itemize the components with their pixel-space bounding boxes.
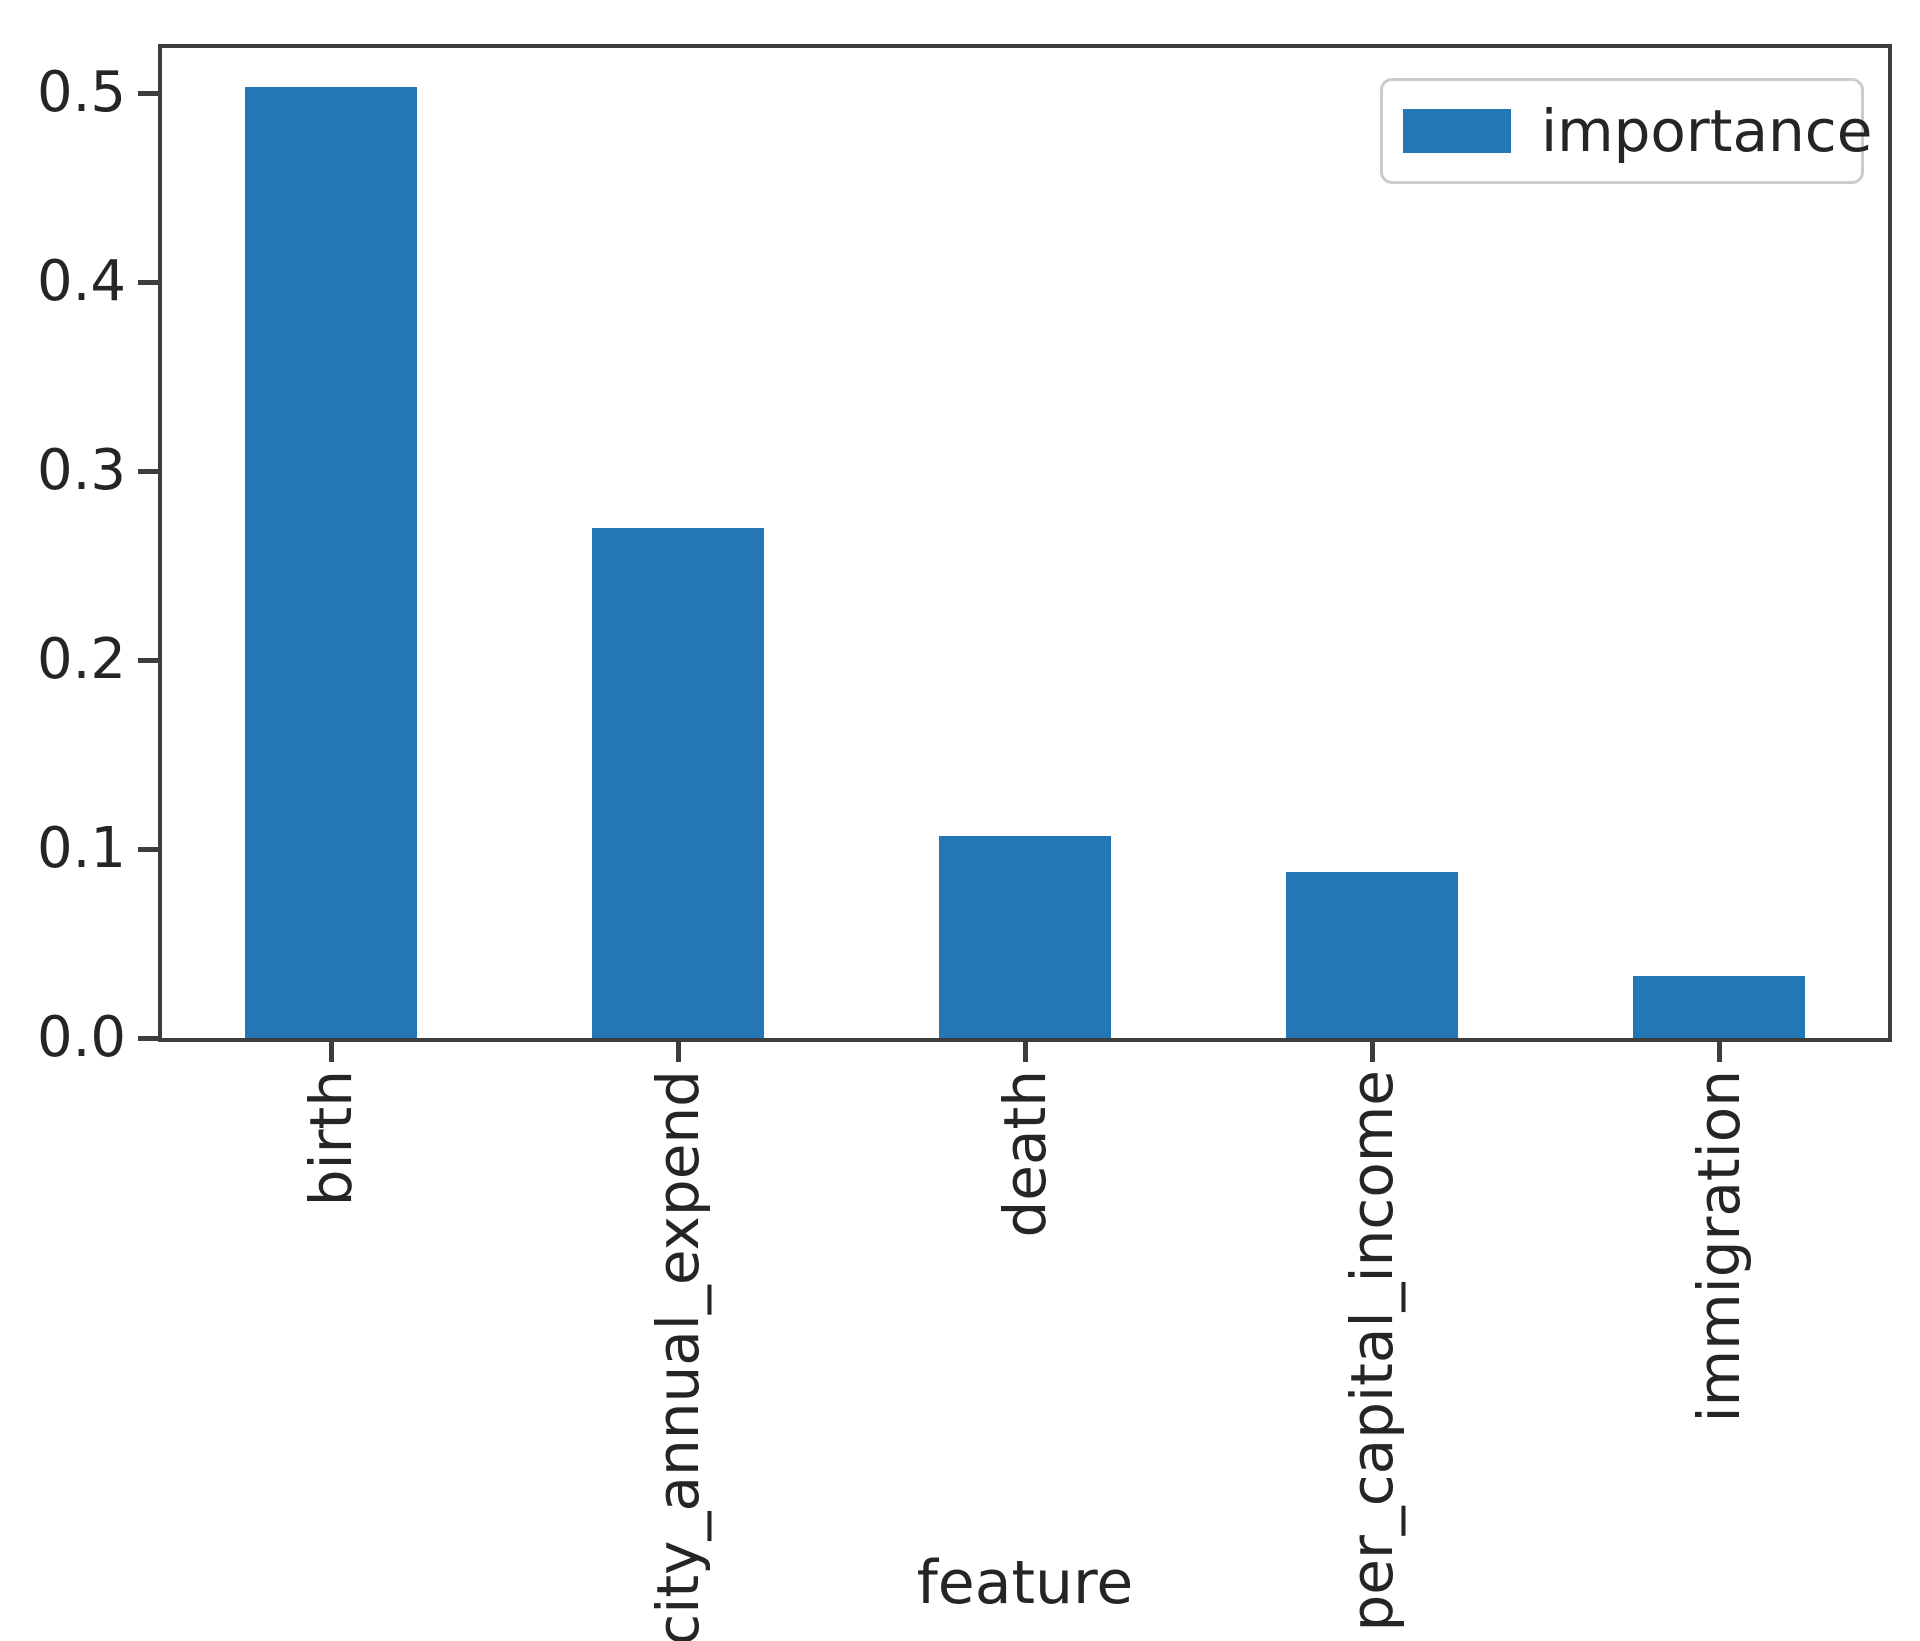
y-tick-mark [138,91,158,96]
x-tick-mark [676,1042,681,1062]
x-axis-label: feature [916,1548,1134,1618]
x-tick-mark [329,1042,334,1062]
x-tick-label-death: death [991,1070,1059,1238]
y-tick-mark [138,469,158,474]
y-tick-label: 0.0 [36,1005,126,1070]
y-tick-label: 0.4 [36,249,126,314]
y-tick-mark [138,658,158,663]
bar-immigration [1633,976,1805,1038]
x-tick-mark [1370,1042,1375,1062]
y-tick-mark [138,847,158,852]
y-tick-label: 0.3 [36,438,126,503]
bar-per_capital_income [1286,872,1458,1038]
legend-swatch-icon [1403,109,1511,153]
y-tick-label: 0.1 [36,816,126,881]
y-tick-mark [138,280,158,285]
y-tick-mark [138,1036,158,1041]
bar-death [939,836,1111,1038]
y-tick-label: 0.2 [36,627,126,692]
legend-label: importance [1541,97,1873,165]
y-tick-label: 0.5 [36,60,126,125]
x-tick-mark [1717,1042,1722,1062]
bar-birth [245,87,417,1038]
x-tick-label-birth: birth [297,1070,365,1207]
x-tick-label-immigration: immigration [1685,1070,1753,1423]
x-tick-mark [1023,1042,1028,1062]
bar-city_annual_expend [592,528,764,1038]
legend: importance [1380,78,1872,184]
